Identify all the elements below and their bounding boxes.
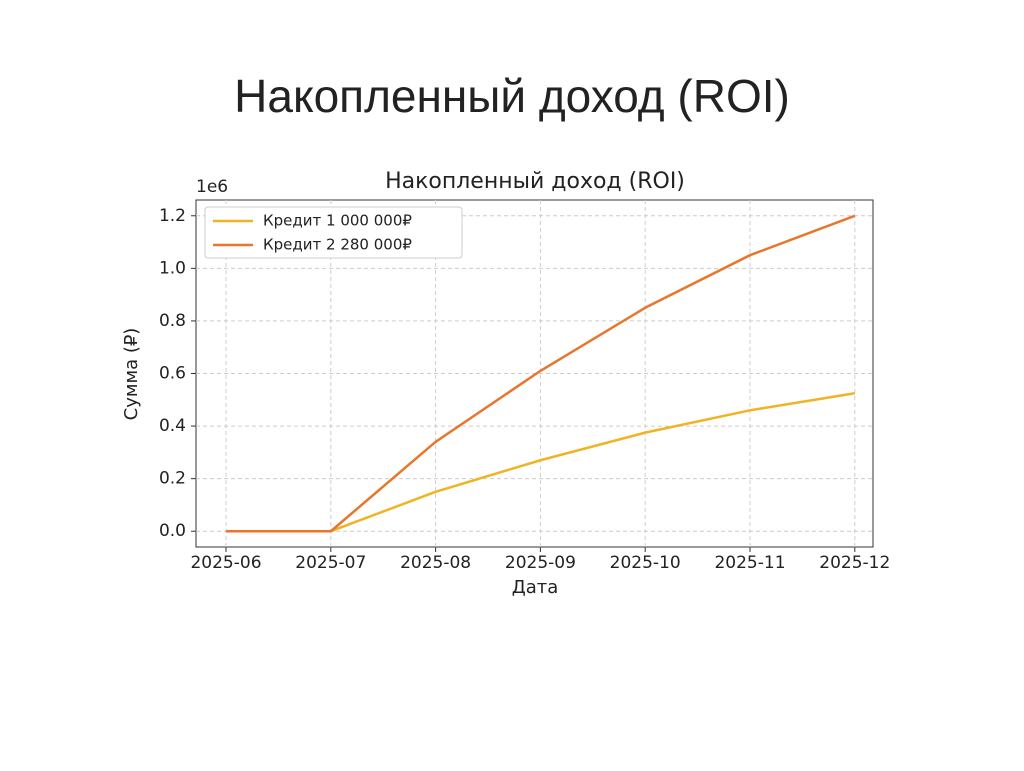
x-tick-label: 2025-12 bbox=[819, 553, 890, 573]
y-tick-label: 1.2 bbox=[159, 206, 186, 226]
y-tick-label: 0.8 bbox=[159, 311, 186, 331]
offset-label: 1e6 bbox=[196, 177, 228, 197]
chart-title: Накопленный доход (ROI) bbox=[385, 169, 685, 194]
x-tick-label: 2025-06 bbox=[190, 553, 261, 573]
y-tick-label: 0.6 bbox=[159, 364, 186, 384]
x-tick-label: 2025-11 bbox=[714, 553, 785, 573]
x-tick-label: 2025-09 bbox=[505, 553, 576, 573]
x-tick-label: 2025-07 bbox=[295, 553, 366, 573]
y-tick-label: 0.0 bbox=[159, 521, 186, 541]
x-tick-label: 2025-10 bbox=[610, 553, 681, 573]
legend-box bbox=[204, 206, 463, 259]
y-axis-label: Сумма (₽) bbox=[121, 328, 142, 421]
series-line bbox=[226, 214, 856, 533]
slide-title: Накопленный доход (ROI) bbox=[234, 70, 790, 122]
y-tick-label: 0.2 bbox=[159, 469, 186, 489]
y-tick-label: 0.4 bbox=[159, 416, 186, 436]
x-axis-label: Дата bbox=[512, 577, 559, 598]
x-tick-label: 2025-08 bbox=[400, 553, 471, 573]
y-tick-label: 1.0 bbox=[159, 258, 186, 278]
legend-label: Кредит 1 000 000₽ bbox=[263, 212, 412, 230]
legend-label: Кредит 2 280 000₽ bbox=[263, 236, 412, 254]
